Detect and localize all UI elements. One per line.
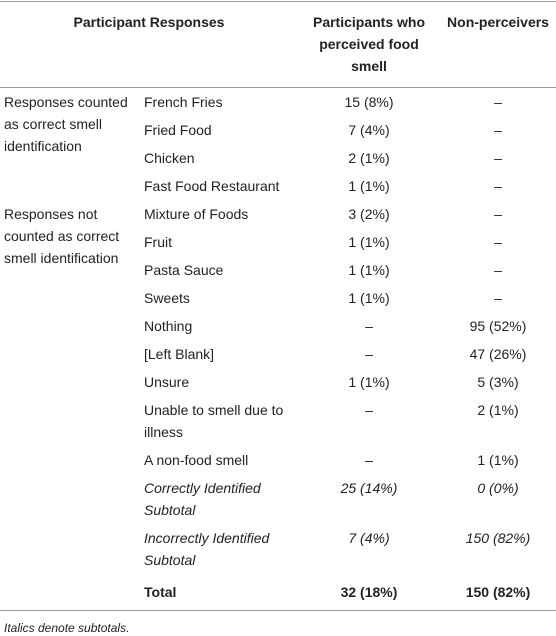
response-cell: Incorrectly Identified Subtotal	[144, 530, 270, 568]
header-cell: Participant Responses	[73, 14, 225, 30]
table-row: Correctly Identified Subtotal 25 (14%) 0 (…	[0, 474, 556, 524]
value-cell: –	[365, 402, 373, 418]
value-cell: 1 (1%)	[477, 452, 519, 468]
group-cell	[0, 474, 142, 524]
value-cell: 0 (0%)	[477, 480, 519, 496]
header-row: Participant Responses Participants who p…	[0, 1, 556, 88]
response-cell: Total	[144, 584, 177, 600]
response-cell: Chicken	[144, 150, 195, 166]
value-cell: 150 (82%)	[465, 584, 531, 600]
footnote: Italics denote subtotals.	[4, 621, 130, 635]
response-cell: Fast Food Restaurant	[144, 178, 280, 194]
table-row: Chicken 2 (1%) –	[0, 144, 556, 172]
value-cell: –	[494, 94, 502, 110]
table-row: Unsure 1 (1%) 5 (3%)	[0, 368, 556, 396]
group-label: Responses counted as correct smell ident…	[4, 94, 128, 154]
value-cell: 1 (1%)	[348, 262, 390, 278]
response-cell: [Left Blank]	[144, 346, 215, 362]
header-cell: Participants who perceived food smell	[312, 14, 426, 74]
group-cell: Responses not counted as correct smell i…	[0, 200, 142, 266]
table-row: Nothing – 95 (52%)	[0, 312, 556, 340]
table-row: Unable to smell due to illness – 2 (1%)	[0, 396, 556, 446]
data-table: Participant Responses Participants who p…	[0, 1, 556, 611]
group-cell	[0, 284, 142, 312]
header-cell: Non-perceivers	[447, 14, 549, 30]
value-cell: –	[365, 346, 373, 362]
table-row: [Left Blank] – 47 (26%)	[0, 340, 556, 368]
value-cell: 32 (18%)	[340, 584, 398, 600]
table-row: Sweets 1 (1%) –	[0, 284, 556, 312]
value-cell: 150 (82%)	[465, 530, 531, 546]
group-cell	[0, 340, 142, 368]
group-cell	[0, 396, 142, 446]
value-cell: –	[365, 318, 373, 334]
table-row: Responses not counted as correct smell i…	[0, 200, 556, 266]
value-cell: 1 (1%)	[348, 290, 390, 306]
value-cell: –	[494, 206, 502, 222]
group-label: Responses not counted as correct smell i…	[4, 206, 120, 266]
value-cell: –	[494, 122, 502, 138]
response-cell: Unable to smell due to illness	[144, 402, 284, 440]
group-cell: Responses counted as correct smell ident…	[0, 88, 142, 154]
value-cell: 7 (4%)	[348, 530, 390, 546]
table-body: Responses counted as correct smell ident…	[0, 88, 556, 611]
response-cell: Correctly Identified Subtotal	[144, 480, 261, 518]
value-cell: 2 (1%)	[477, 402, 519, 418]
value-cell: 1 (1%)	[348, 178, 390, 194]
table-row: Total 32 (18%) 150 (82%)	[0, 574, 556, 611]
table-row: Incorrectly Identified Subtotal 7 (4%) 150…	[0, 524, 556, 574]
response-cell: Sweets	[144, 290, 190, 306]
table-row: A non-food smell – 1 (1%)	[0, 446, 556, 474]
table-row: Responses counted as correct smell ident…	[0, 88, 556, 154]
value-cell: 95 (52%)	[469, 318, 527, 334]
value-cell: 2 (1%)	[348, 150, 390, 166]
value-cell: –	[494, 262, 502, 278]
value-cell: –	[494, 290, 502, 306]
response-cell: Fried Food	[144, 122, 212, 138]
table-row: Fruit 1 (1%) –	[0, 228, 556, 256]
group-cell	[0, 228, 142, 256]
group-cell	[0, 256, 142, 284]
table-row: Pasta Sauce 1 (1%) –	[0, 256, 556, 284]
group-cell	[0, 172, 142, 200]
group-cell	[0, 446, 142, 474]
value-cell: 3 (2%)	[348, 206, 390, 222]
response-cell: Fruit	[144, 234, 172, 250]
value-cell: –	[494, 178, 502, 194]
table-row: Fried Food 7 (4%) –	[0, 116, 556, 144]
table-row: Fast Food Restaurant 1 (1%) –	[0, 172, 556, 200]
value-cell: 5 (3%)	[477, 374, 519, 390]
response-cell: French Fries	[144, 94, 223, 110]
value-cell: 15 (8%)	[344, 94, 394, 110]
value-cell: 1 (1%)	[348, 374, 390, 390]
response-cell: Unsure	[144, 374, 190, 390]
value-cell: –	[494, 234, 502, 250]
group-cell	[0, 116, 142, 144]
group-cell	[0, 368, 142, 396]
value-cell: 25 (14%)	[340, 480, 398, 496]
value-cell: 7 (4%)	[348, 122, 390, 138]
value-cell: 1 (1%)	[348, 234, 390, 250]
value-cell: –	[365, 452, 373, 468]
response-cell: Mixture of Foods	[144, 206, 249, 222]
response-cell: Nothing	[144, 318, 193, 334]
group-cell	[0, 144, 142, 172]
value-cell: –	[494, 150, 502, 166]
group-cell	[0, 574, 142, 611]
group-cell	[0, 524, 142, 574]
value-cell: 47 (26%)	[469, 346, 527, 362]
response-cell: Pasta Sauce	[144, 262, 224, 278]
response-cell: A non-food smell	[144, 452, 249, 468]
group-cell	[0, 312, 142, 340]
